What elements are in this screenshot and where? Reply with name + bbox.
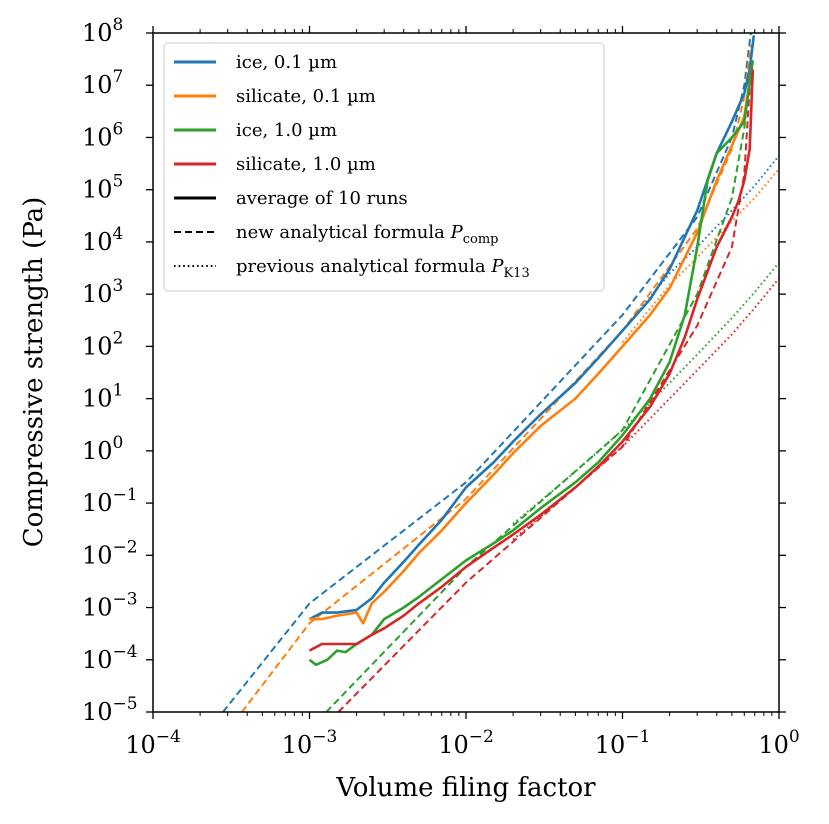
- y-tick-label: 10−3: [82, 590, 138, 622]
- legend-label-1: silicate, 0.1 µm: [236, 86, 376, 107]
- x-tick-label: 10−2: [438, 727, 494, 759]
- series-layer: [222, 33, 779, 712]
- legend-label-6: previous analytical formula PK13: [236, 256, 530, 281]
- tick-labels: 10−4 10−3 10−2 10−1 100 108 107 106 105 104 103 102…: [82, 15, 800, 759]
- x-tick-label: 100: [758, 727, 799, 759]
- y-tick-label: 105: [82, 172, 123, 204]
- legend-label-2: ice, 1.0 µm: [236, 120, 337, 141]
- y-tick-label: 100: [82, 433, 123, 465]
- series-line-9: [621, 168, 779, 343]
- y-tick-label: 106: [82, 119, 123, 151]
- y-tick-label: 10−2: [82, 537, 138, 569]
- major-ticks: [146, 26, 786, 719]
- x-tick-label: 10−4: [125, 727, 181, 759]
- series-line-7: [337, 69, 752, 712]
- y-tick-label: 103: [82, 276, 123, 308]
- y-tick-label: 101: [82, 381, 123, 413]
- legend-label-4: average of 10 runs: [236, 188, 408, 209]
- series-line-2: [308, 60, 755, 667]
- legend: ice, 0.1 µm silicate, 0.1 µm ice, 1.0 µm si…: [163, 42, 605, 292]
- series-line-11: [512, 277, 779, 541]
- y-axis-label: Compressive strength (Pa): [19, 197, 49, 548]
- series-line-0: [308, 35, 756, 621]
- y-tick-label: 10−5: [82, 694, 138, 726]
- y-tick-label: 10−4: [82, 642, 138, 674]
- series-line-4: [222, 33, 752, 712]
- series-line-5: [241, 44, 752, 712]
- series-line-8: [621, 154, 779, 332]
- x-tick-label: 10−3: [282, 727, 338, 759]
- legend-box: [163, 42, 605, 292]
- series-line-3: [308, 69, 755, 652]
- legend-label-3: silicate, 1.0 µm: [236, 154, 376, 175]
- legend-label-0: ice, 0.1 µm: [236, 52, 337, 73]
- series-line-10: [512, 262, 779, 525]
- y-tick-label: 108: [82, 15, 123, 47]
- plot-frame: [152, 32, 780, 713]
- x-tick-label: 10−1: [595, 727, 651, 759]
- y-tick-label: 102: [82, 328, 123, 360]
- legend-label-5: new analytical formula Pcomp: [236, 222, 499, 247]
- y-tick-label: 10−1: [82, 485, 138, 517]
- y-tick-label: 107: [82, 67, 123, 99]
- x-axis-label: Volume filing factor: [335, 773, 596, 803]
- y-tick-label: 104: [82, 224, 123, 256]
